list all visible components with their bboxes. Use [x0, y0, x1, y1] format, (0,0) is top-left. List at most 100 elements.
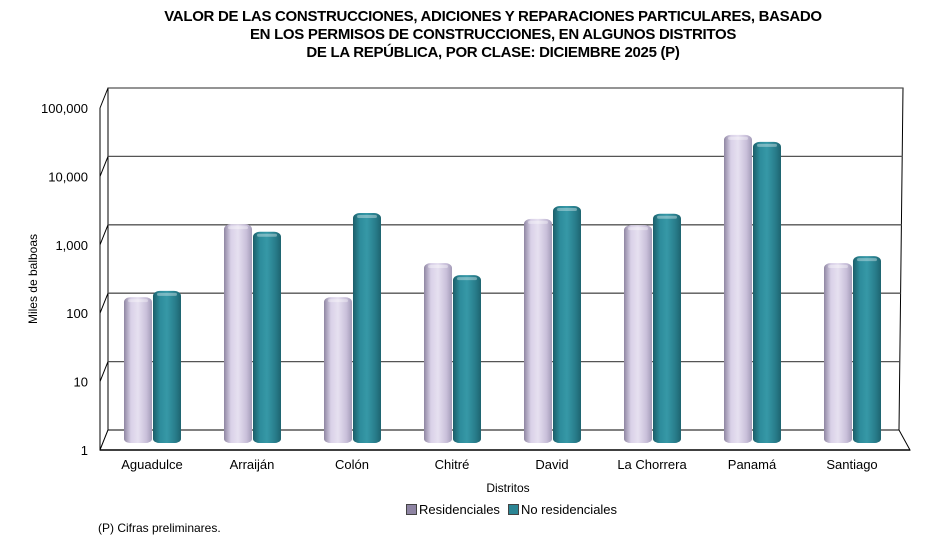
bar-base — [724, 435, 752, 443]
bar-base — [624, 435, 652, 443]
legend-label-no-residenciales: No residenciales — [520, 502, 618, 517]
bar-base — [224, 435, 252, 443]
bar-body — [853, 256, 881, 443]
bar-base — [753, 435, 781, 443]
bar-base — [453, 435, 481, 443]
y-tick-label: 1,000 — [55, 238, 88, 253]
bar-residenciales — [524, 218, 552, 443]
bar-highlight — [757, 143, 777, 147]
bar-base — [153, 435, 181, 443]
bar-no-residenciales — [353, 213, 381, 443]
y-axis-label: Miles de balboas — [26, 233, 40, 325]
legend: Residenciales No residenciales — [406, 502, 625, 517]
bar-residenciales — [324, 297, 352, 443]
floor — [99, 429, 911, 451]
plot-frame — [99, 87, 911, 451]
title-line-3: DE LA REPÚBLICA, POR CLASE: DICIEMBRE 20… — [306, 44, 680, 61]
x-axis-title: Distritos — [486, 481, 530, 495]
bar-body — [353, 213, 381, 443]
side-wall-line — [99, 156, 109, 177]
bar-highlight — [457, 277, 477, 281]
side-wall-line — [99, 293, 109, 314]
bar-body — [424, 263, 452, 443]
bar-no-residenciales — [153, 290, 181, 443]
title-line-2: EN LOS PERMISOS DE CONSTRUCCIONES, EN AL… — [249, 26, 737, 43]
y-tick-label: 100 — [66, 306, 88, 321]
bar-body — [653, 213, 681, 443]
side-wall-line — [99, 224, 109, 245]
bar-base — [653, 435, 681, 443]
bar-body — [153, 290, 181, 443]
x-axis-labels: Aguadulce Arraiján Colón Chitré David La Chor… — [121, 457, 877, 472]
bar-base — [424, 435, 452, 443]
bar-no-residenciales — [853, 256, 881, 443]
legend-item-no-residenciales: No residenciales — [507, 502, 618, 517]
bar-highlight — [257, 233, 277, 237]
bar-highlight — [657, 215, 677, 219]
x-tick-label: Santiago — [826, 457, 877, 472]
bar-body — [453, 275, 481, 443]
bar-highlight — [228, 226, 248, 230]
y-tick-label: 100,000 — [41, 101, 88, 116]
legend-label-residenciales: Residenciales — [419, 502, 500, 517]
bar-base — [853, 435, 881, 443]
bar-highlight — [557, 207, 577, 211]
bar-no-residenciales — [753, 141, 781, 444]
bar-highlight — [628, 227, 648, 231]
bar-base — [524, 435, 552, 443]
bar-highlight — [157, 292, 177, 296]
x-tick-label: Arraiján — [230, 457, 275, 472]
y-tick-label: 10,000 — [48, 169, 88, 184]
bar-body — [224, 224, 252, 443]
chart-title: VALOR DE LAS CONSTRUCCIONES, ADICIONES Y… — [0, 8, 949, 62]
x-tick-label: Panamá — [728, 457, 777, 472]
bar-highlight — [328, 299, 348, 303]
bar-base — [124, 435, 152, 443]
bar-no-residenciales — [253, 231, 281, 443]
bar-highlight — [528, 220, 548, 224]
bar-residenciales — [124, 297, 152, 443]
legend-swatch-residenciales — [406, 504, 417, 515]
x-tick-label: Aguadulce — [121, 457, 182, 472]
bar-base — [824, 435, 852, 443]
y-tick-label: 1 — [81, 443, 88, 458]
bar-body — [724, 134, 752, 444]
x-tick-label: La Chorrera — [617, 457, 687, 472]
bar-body — [524, 218, 552, 443]
title-line-1: VALOR DE LAS CONSTRUCCIONES, ADICIONES Y… — [164, 8, 822, 25]
bar-body — [624, 225, 652, 443]
bar-residenciales — [624, 225, 652, 443]
x-tick-label: Chitré — [435, 457, 470, 472]
bar-highlight — [128, 299, 148, 303]
bar-no-residenciales — [653, 213, 681, 443]
bar-no-residenciales — [453, 275, 481, 443]
bars — [124, 134, 881, 444]
y-tick-label: 10 — [74, 375, 88, 390]
bar-no-residenciales — [553, 205, 581, 443]
bar-base — [324, 435, 352, 443]
bar-residenciales — [824, 263, 852, 443]
bar-highlight — [857, 258, 877, 262]
bar-body — [324, 297, 352, 443]
bar-residenciales — [224, 224, 252, 443]
x-tick-label: Colón — [335, 457, 369, 472]
bar-body — [124, 297, 152, 443]
bar-base — [353, 435, 381, 443]
bar-highlight — [428, 265, 448, 269]
bar-base — [553, 435, 581, 443]
bar-highlight — [728, 136, 748, 140]
bar-highlight — [357, 215, 377, 219]
x-tick-label: David — [535, 457, 568, 472]
side-wall-line — [99, 87, 109, 109]
bar-residenciales — [724, 134, 752, 444]
side-wall-line — [99, 361, 109, 382]
bar-base — [253, 435, 281, 443]
footnote: (P) Cifras preliminares. — [98, 521, 221, 535]
legend-swatch-no-residenciales — [507, 504, 519, 515]
legend-item-residenciales: Residenciales — [406, 502, 500, 517]
bar-highlight — [828, 265, 848, 269]
bar-body — [753, 141, 781, 444]
bar-body — [253, 231, 281, 443]
bar-residenciales — [424, 263, 452, 443]
